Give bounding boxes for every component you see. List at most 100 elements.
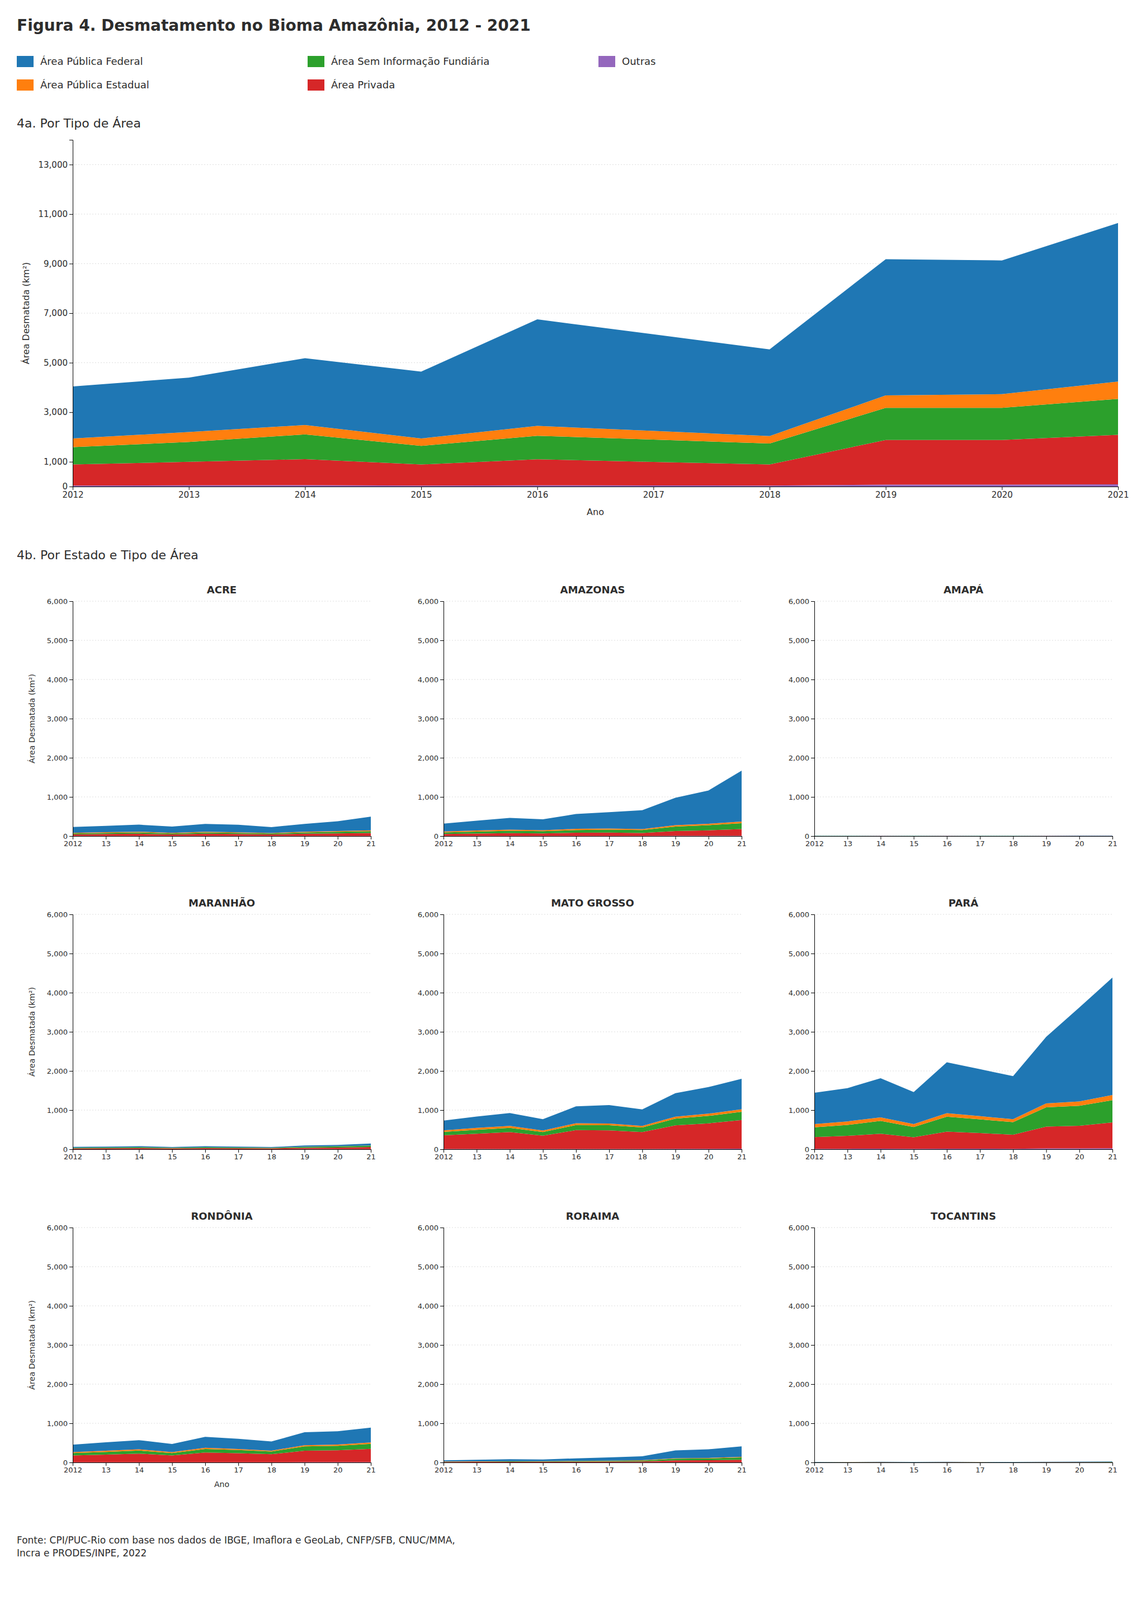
y-axis: 01,0002,0003,0004,0005,0006,000 xyxy=(417,910,445,1154)
x-tick: 19 xyxy=(1041,836,1052,848)
x-tick: 20 xyxy=(333,1462,343,1475)
x-tick: 17 xyxy=(975,1149,985,1162)
tick-label: 2012 xyxy=(805,1465,824,1475)
y-tick: 3,000 xyxy=(46,714,73,724)
tick-mark xyxy=(576,1149,577,1153)
y-tick: 4,000 xyxy=(417,1302,444,1311)
y-tick: 2,000 xyxy=(417,753,444,763)
tick-mark xyxy=(69,164,73,165)
plot-area xyxy=(814,977,1113,1150)
grid xyxy=(443,601,742,837)
legend-swatch xyxy=(16,79,34,91)
y-tick: 5,000 xyxy=(417,1262,444,1272)
x-tick: 17 xyxy=(604,836,615,848)
tick-label: 16 xyxy=(200,1152,211,1162)
x-axis: 2012131415161718192021 xyxy=(805,1149,1118,1162)
tick-mark xyxy=(847,1462,848,1466)
area xyxy=(72,1427,371,1453)
y-axis-label: Área Desmatada (km²) xyxy=(20,262,32,365)
axis-line xyxy=(814,1149,1114,1154)
x-tick: 21 xyxy=(1107,1149,1118,1162)
tick-mark xyxy=(543,1462,544,1466)
y-tick: 5,000 xyxy=(788,949,815,959)
tick-mark xyxy=(440,953,444,955)
tick-mark xyxy=(337,1149,339,1153)
x-tick: 21 xyxy=(737,1462,747,1475)
x-tick: 21 xyxy=(1107,836,1118,848)
y-axis: 01,0002,0003,0004,0005,0006,000 xyxy=(417,1223,445,1468)
tick-label: 19 xyxy=(1041,1465,1052,1475)
grid-line xyxy=(72,914,371,916)
grid-line xyxy=(72,1384,371,1385)
axis-line xyxy=(73,836,372,841)
axis-line xyxy=(810,1228,815,1464)
x-tick: 19 xyxy=(671,1462,681,1475)
axis-line xyxy=(440,1228,445,1464)
tick-mark xyxy=(609,836,610,840)
y-tick: 0 xyxy=(63,1145,73,1154)
y-tick: 3,000 xyxy=(788,1341,815,1350)
x-tick: 15 xyxy=(909,836,919,848)
x-tick: 14 xyxy=(876,1149,886,1162)
x-tick: 18 xyxy=(267,1462,277,1475)
x-tick: 20 xyxy=(704,836,714,848)
y-axis: 01,0002,0003,0004,0005,0006,000 xyxy=(788,597,815,841)
x-tick: 16 xyxy=(942,836,952,848)
tick-label: 0 xyxy=(804,1145,810,1154)
tick-mark xyxy=(440,1423,444,1424)
x-tick: 21 xyxy=(1107,1462,1118,1475)
y-tick: 3,000 xyxy=(46,1027,73,1037)
tick-mark xyxy=(69,1031,73,1033)
y-tick: 5,000 xyxy=(46,636,73,645)
tick-label: 21 xyxy=(1107,839,1118,848)
tick-mark xyxy=(440,914,444,916)
tick-mark xyxy=(1079,1462,1081,1466)
tick-label: 17 xyxy=(604,839,615,848)
tick-mark xyxy=(440,1462,444,1464)
tick-label: 6,000 xyxy=(788,910,810,919)
grid-line xyxy=(814,1384,1113,1385)
tick-mark xyxy=(1046,836,1048,840)
tick-mark xyxy=(1046,1149,1048,1153)
tick-mark xyxy=(810,1227,815,1229)
axis-line xyxy=(810,915,815,1150)
tick-label: 20 xyxy=(704,839,714,848)
y-tick: 1,000 xyxy=(788,1419,815,1428)
tick-label: 5,000 xyxy=(46,636,68,645)
tick-label: 1,000 xyxy=(417,793,439,802)
tick-mark xyxy=(810,1462,815,1464)
y-tick: 6,000 xyxy=(417,910,444,919)
grid-line xyxy=(814,1227,1113,1229)
tick-label: 13 xyxy=(472,839,482,848)
tick-mark xyxy=(238,1149,239,1153)
y-tick: 2,000 xyxy=(788,753,815,763)
tick-label: 2,000 xyxy=(788,753,810,763)
tick-label: 2,000 xyxy=(417,1380,439,1389)
tick-mark xyxy=(810,757,815,759)
tick-label: 20 xyxy=(1074,839,1085,848)
chart: 201213141516171819202101,0002,0003,0004,… xyxy=(788,597,1118,849)
tick-mark xyxy=(69,836,73,837)
tick-mark xyxy=(440,1149,444,1150)
grid-line xyxy=(814,796,1113,798)
x-tick: 20 xyxy=(704,1149,714,1162)
tick-label: 5,000 xyxy=(788,636,810,645)
x-axis-label: Ano xyxy=(586,506,605,518)
y-tick: 11,000 xyxy=(38,209,74,220)
tick-label: 7,000 xyxy=(43,308,68,319)
y-axis: 01,0002,0003,0004,0005,0006,000 xyxy=(46,910,74,1154)
tick-mark xyxy=(946,836,948,840)
tick-label: 14 xyxy=(505,1152,516,1162)
y-axis: 01,0002,0003,0004,0005,0006,000 xyxy=(788,1223,815,1468)
tick-mark xyxy=(105,1462,107,1466)
tick-label: 17 xyxy=(233,839,244,848)
tick-mark xyxy=(440,601,444,602)
grid-line xyxy=(72,796,371,798)
tick-mark xyxy=(810,1149,815,1150)
tick-mark xyxy=(69,313,73,314)
tick-label: 1,000 xyxy=(46,1419,68,1428)
area xyxy=(72,1143,371,1148)
x-tick: 14 xyxy=(134,836,145,848)
area xyxy=(814,1461,1113,1463)
tick-label: 18 xyxy=(1008,1152,1019,1162)
